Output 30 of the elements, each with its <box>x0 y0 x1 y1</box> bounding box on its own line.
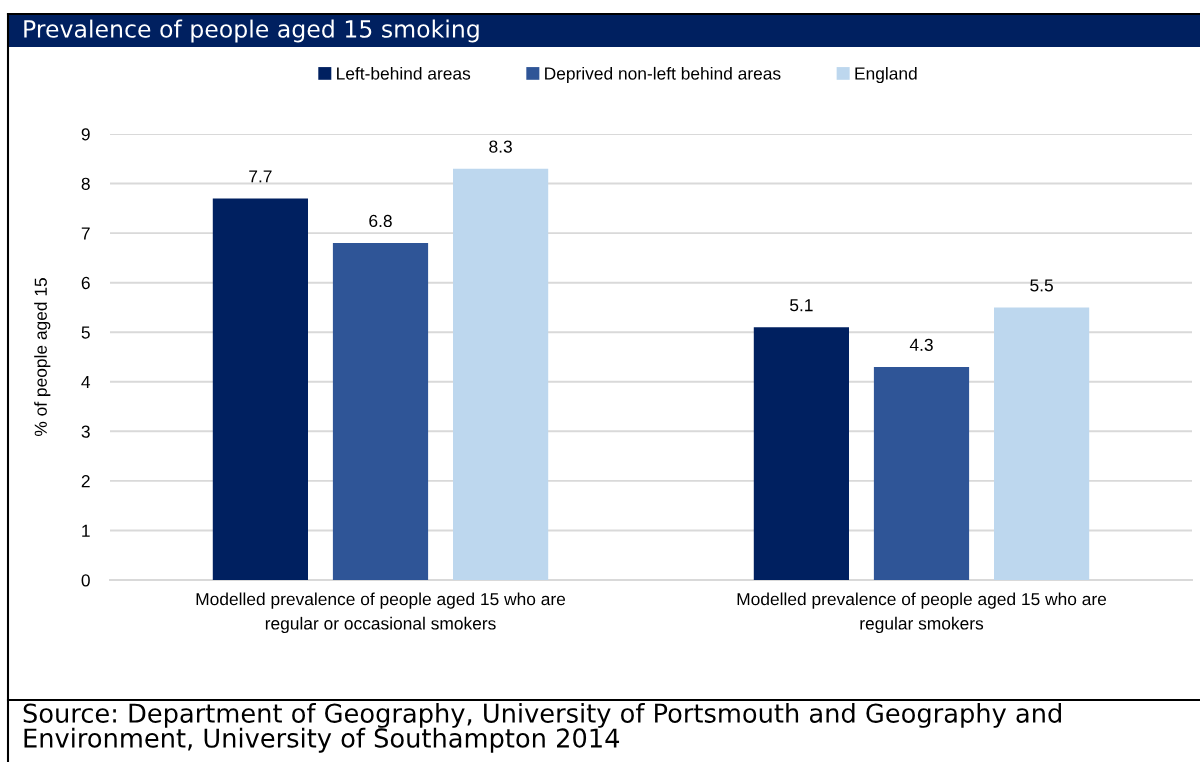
legend-label: England <box>855 66 917 84</box>
y-tick-label: 3 <box>81 425 90 438</box>
y-tick-label: 4 <box>81 376 91 389</box>
data-label: 5.1 <box>790 299 813 312</box>
y-tick-label: 5 <box>81 326 90 339</box>
data-label: 4.3 <box>909 338 933 351</box>
source-note: Source: Department of Geography, University of Portsmouth and Geography and Environment, University of Southampton 2014 <box>23 703 1061 753</box>
x-tick-label: Modelled prevalence of people aged 15 who are regular or occasional smokers <box>196 592 566 634</box>
legend-label: Deprived non-left behind areas <box>545 66 781 84</box>
chart-title: Prevalence of people aged 15 smoking <box>24 19 479 43</box>
y-tick-label: 2 <box>81 475 90 488</box>
bar <box>332 243 429 580</box>
data-label: 8.3 <box>489 140 512 153</box>
legend-label: Left-behind areas <box>337 66 471 80</box>
bar <box>753 327 850 580</box>
y-tick-label: 0 <box>81 574 90 587</box>
bar <box>212 198 309 580</box>
bar <box>993 307 1090 580</box>
y-tick-label: 1 <box>82 524 90 537</box>
bar <box>452 168 549 580</box>
y-tick-label: 7 <box>81 227 90 240</box>
y-tick-label: 9 <box>81 128 90 141</box>
y-axis-title: % of people aged 15 <box>34 278 51 437</box>
x-tick-label: Modelled prevalence of people aged 15 who are regular smokers <box>737 592 1107 634</box>
y-tick-label: 8 <box>81 177 90 191</box>
y-tick-label: 6 <box>81 276 90 290</box>
bar <box>873 366 970 580</box>
data-label: 6.8 <box>369 214 392 228</box>
data-label: 7.7 <box>249 170 272 183</box>
data-label: 5.5 <box>1030 279 1053 292</box>
